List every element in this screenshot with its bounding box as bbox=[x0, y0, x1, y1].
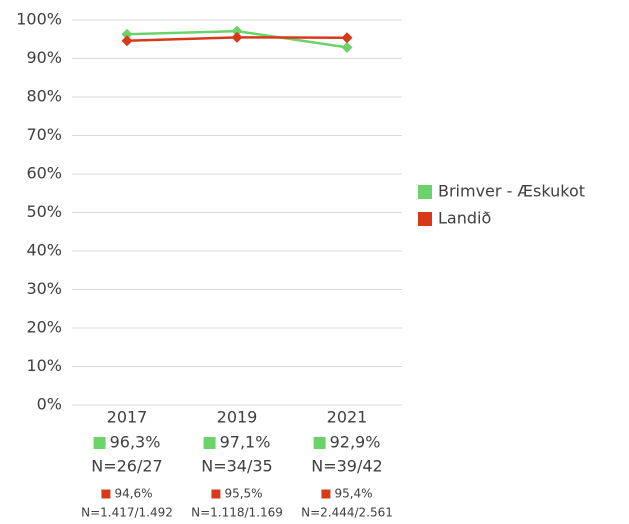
y-tick-label: 0% bbox=[37, 395, 62, 414]
y-tick-label: 70% bbox=[26, 125, 62, 144]
value-label: 92,9% bbox=[330, 433, 381, 452]
legend-swatch bbox=[211, 489, 221, 499]
legend-swatch bbox=[313, 437, 326, 449]
legend-swatch bbox=[418, 212, 432, 226]
y-tick-label: 80% bbox=[26, 87, 62, 106]
y-tick-label: 30% bbox=[26, 279, 62, 298]
legend-swatch bbox=[101, 489, 111, 499]
n-label: N=34/35 bbox=[201, 457, 272, 476]
n-label: N=1.118/1.169 bbox=[191, 506, 283, 520]
marker bbox=[231, 31, 243, 43]
y-tick-label: 90% bbox=[26, 48, 62, 67]
legend-swatch bbox=[203, 437, 216, 449]
y-tick-label: 20% bbox=[26, 318, 62, 337]
n-label: N=1.417/1.492 bbox=[81, 506, 173, 520]
marker bbox=[121, 35, 133, 47]
value-label: 95,4% bbox=[334, 487, 372, 501]
legend-label: Brimver - Æskukot bbox=[438, 182, 585, 201]
marker bbox=[341, 32, 353, 44]
legend-swatch bbox=[418, 185, 432, 199]
y-tick-label: 50% bbox=[26, 202, 62, 221]
marker bbox=[231, 25, 243, 37]
legend-label: Landið bbox=[438, 209, 491, 228]
y-tick-label: 100% bbox=[16, 10, 62, 29]
y-tick-label: 10% bbox=[26, 356, 62, 375]
marker bbox=[341, 41, 353, 53]
value-label: 96,3% bbox=[110, 433, 161, 452]
x-tick-label: 2017 bbox=[107, 408, 148, 427]
legend-swatch bbox=[93, 437, 106, 449]
n-label: N=39/42 bbox=[311, 457, 382, 476]
value-label: 94,6% bbox=[114, 487, 152, 501]
n-label: N=26/27 bbox=[91, 457, 162, 476]
y-tick-label: 40% bbox=[26, 241, 62, 260]
x-tick-label: 2021 bbox=[327, 408, 368, 427]
x-tick-label: 2019 bbox=[217, 408, 258, 427]
marker bbox=[121, 28, 133, 40]
value-label: 95,5% bbox=[224, 487, 262, 501]
y-tick-label: 60% bbox=[26, 164, 62, 183]
value-label: 97,1% bbox=[220, 433, 271, 452]
legend-swatch bbox=[321, 489, 331, 499]
n-label: N=2.444/2.561 bbox=[301, 506, 393, 520]
